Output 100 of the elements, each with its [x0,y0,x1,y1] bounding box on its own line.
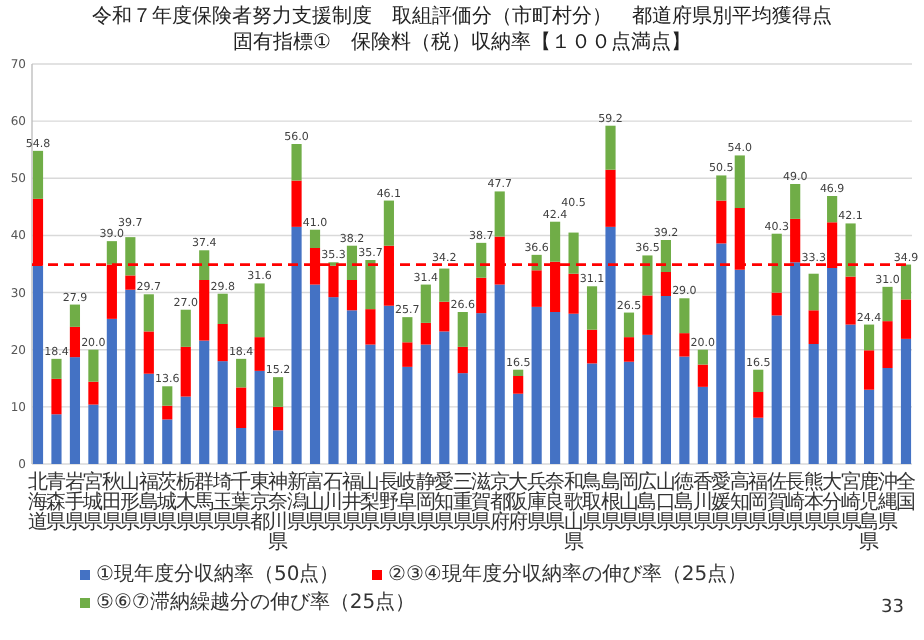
bar [790,262,801,464]
x-tick-label: 富山県 [305,470,326,534]
x-tick-label: 新潟県 [286,470,307,534]
bar [845,223,856,277]
bar [383,200,394,246]
x-tick-label: 香川県 [692,470,713,534]
bar [513,376,524,394]
x-tick-label: 岐阜県 [397,470,418,534]
bar [162,386,173,406]
bar [457,346,468,374]
bar [550,221,561,262]
bar [125,275,136,290]
bar [125,237,136,276]
bar [402,317,413,343]
bar [457,373,468,464]
bar [88,381,99,405]
x-tick-label: 長野県 [378,472,399,534]
bar [900,299,912,339]
bar [180,309,191,347]
x-tick-label: 栃木県 [175,470,196,534]
x-tick-label: 京都府 [489,470,510,534]
x-tick-label: 山形県 [120,470,141,534]
bar [605,125,616,170]
bar [716,243,727,464]
x-tick-label: 長崎県 [785,472,806,534]
bar [365,344,376,464]
bar [51,358,62,379]
bar [291,226,302,464]
bar [32,265,44,464]
bar [273,430,284,464]
x-tick-label: 佐賀県 [766,472,787,534]
x-tick-label: 福島県 [138,470,159,534]
bar [51,378,62,415]
bar [586,286,598,330]
x-tick-label: 愛知県 [434,470,455,534]
bar [771,315,782,464]
bar [217,361,228,464]
bar [679,333,690,357]
x-tick-label: 福岡県 [748,470,769,534]
bar [697,386,708,464]
x-tick-label: 和歌山県 [563,470,584,554]
bar [69,326,81,358]
bar [513,393,524,464]
x-tick-label: 北海道 [28,470,48,534]
bar [771,292,782,316]
x-tick-label: 大阪府 [508,470,529,534]
bar [568,313,579,464]
bar [568,232,579,274]
bar [845,276,856,325]
bar [199,340,210,464]
bar [734,155,745,208]
legend-label: ⑤⑥⑦滞納繰越分の伸び率（25点） [96,590,416,614]
bar [273,377,284,407]
bar [697,364,708,387]
legend-label: ①現年度分収納率（50点） [96,562,340,586]
bar [291,144,302,181]
bar [568,273,579,314]
bar [217,293,228,324]
bar [605,226,616,464]
x-tick-label: 山梨県 [360,470,381,534]
bar [476,277,487,314]
bar [494,284,505,464]
bar [346,310,358,464]
bar [642,334,653,464]
bar [199,250,210,280]
x-tick-label: 全国 [896,470,916,514]
bar [476,313,487,464]
bar [236,387,247,428]
x-tick-label: 宮城県 [81,470,104,534]
x-tick-label: 愛媛県 [711,470,732,534]
x-tick-label: 秋田県 [101,470,122,534]
x-tick-label: 徳島県 [674,472,695,534]
x-tick-label: 静岡県 [415,470,436,534]
text: 33 [881,598,904,618]
bar [623,312,635,338]
x-tick-label: 石川県 [323,472,344,534]
legend-label: ②③④現年度分収納率の伸び率（25点） [388,562,748,586]
bar [106,318,117,464]
x-tick-label: 千葉県 [231,470,252,534]
x-tick-label: 奈良県 [545,472,566,534]
bar [69,357,81,464]
x-tick-label: 兵庫県 [526,470,547,534]
bar [790,184,801,219]
bar [106,241,117,265]
bar [346,280,358,311]
x-tick-label: 青森県 [46,470,67,534]
x-tick-label: 島根県 [600,470,621,534]
bar [586,363,598,464]
bar [236,428,247,464]
bar [716,200,727,244]
bar [586,329,598,364]
bar [642,255,653,296]
bar [254,283,265,338]
bar [420,284,431,323]
bar [162,419,173,464]
bar [863,350,875,390]
bar [660,240,671,272]
bar [771,233,782,293]
bar [143,331,154,374]
bar [143,294,154,332]
